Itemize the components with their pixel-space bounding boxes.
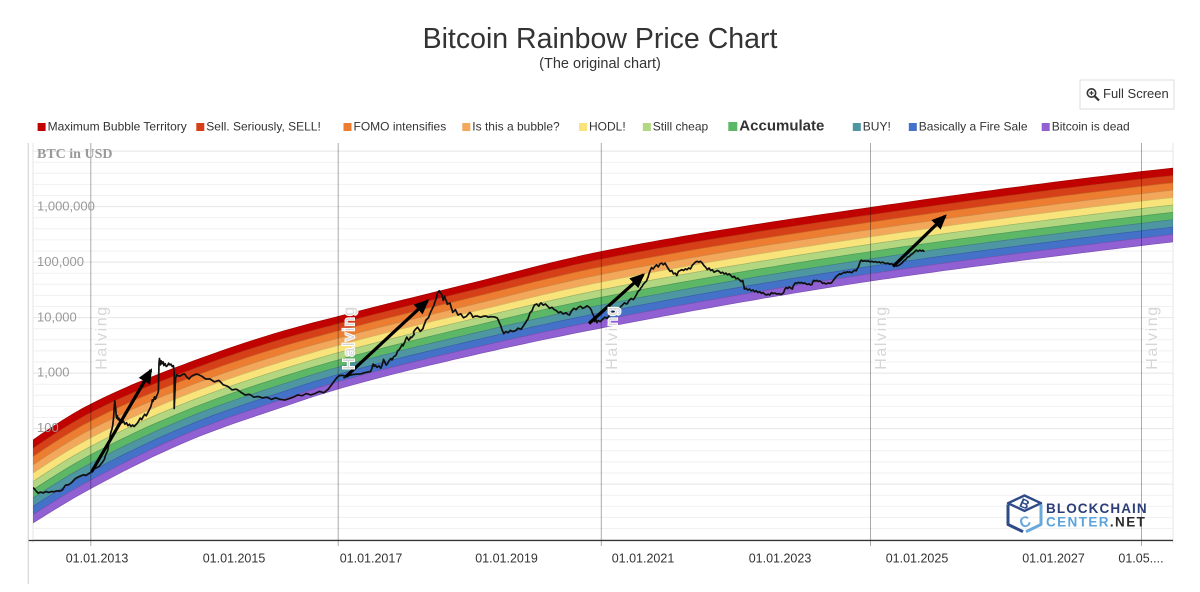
svg-text:Is this a bubble?: Is this a bubble? — [472, 120, 560, 134]
svg-text:Sell. Seriously, SELL!: Sell. Seriously, SELL! — [206, 120, 320, 134]
svg-text:Accumulate: Accumulate — [739, 118, 824, 135]
svg-text:Maximum Bubble Territory: Maximum Bubble Territory — [48, 120, 187, 134]
svg-text:(The original chart): (The original chart) — [539, 56, 661, 72]
svg-text:Halving: Halving — [1144, 305, 1161, 370]
svg-text:BLOCKCHAIN: BLOCKCHAIN — [1046, 501, 1148, 516]
svg-text:Halving: Halving — [94, 305, 111, 370]
svg-text:01.01.2025: 01.01.2025 — [886, 552, 949, 566]
svg-text:Halving: Halving — [341, 305, 358, 370]
svg-text:Bitcoin Rainbow Price Chart: Bitcoin Rainbow Price Chart — [423, 23, 778, 55]
svg-text:Halving: Halving — [873, 305, 890, 370]
svg-text:100: 100 — [37, 420, 59, 435]
svg-text:01.01.2017: 01.01.2017 — [340, 552, 403, 566]
svg-text:CENTER.NET: CENTER.NET — [1046, 515, 1146, 530]
svg-text:Halving: Halving — [604, 305, 621, 370]
svg-text:1,000,000: 1,000,000 — [37, 199, 95, 214]
svg-text:Basically a Fire Sale: Basically a Fire Sale — [919, 120, 1028, 134]
svg-text:01.05....: 01.05.... — [1118, 552, 1163, 566]
svg-text:01.01.2015: 01.01.2015 — [203, 552, 266, 566]
svg-text:BUY!: BUY! — [863, 120, 891, 134]
svg-text:Full Screen: Full Screen — [1103, 86, 1169, 101]
svg-text:01.01.2023: 01.01.2023 — [749, 552, 812, 566]
svg-text:Bitcoin is dead: Bitcoin is dead — [1052, 120, 1130, 134]
svg-text:100,000: 100,000 — [37, 254, 84, 269]
svg-text:01.01.2021: 01.01.2021 — [612, 552, 675, 566]
svg-text:01.01.2013: 01.01.2013 — [66, 552, 129, 566]
svg-text:Still cheap: Still cheap — [653, 120, 709, 134]
svg-text:1,000: 1,000 — [37, 365, 70, 380]
svg-text:HODL!: HODL! — [589, 120, 626, 134]
svg-text:01.01.2027: 01.01.2027 — [1022, 552, 1085, 566]
svg-text:01.01.2019: 01.01.2019 — [475, 552, 538, 566]
svg-text:10,000: 10,000 — [37, 309, 77, 324]
svg-text:FOMO intensifies: FOMO intensifies — [354, 120, 447, 134]
svg-text:BTC in USD: BTC in USD — [37, 147, 112, 162]
